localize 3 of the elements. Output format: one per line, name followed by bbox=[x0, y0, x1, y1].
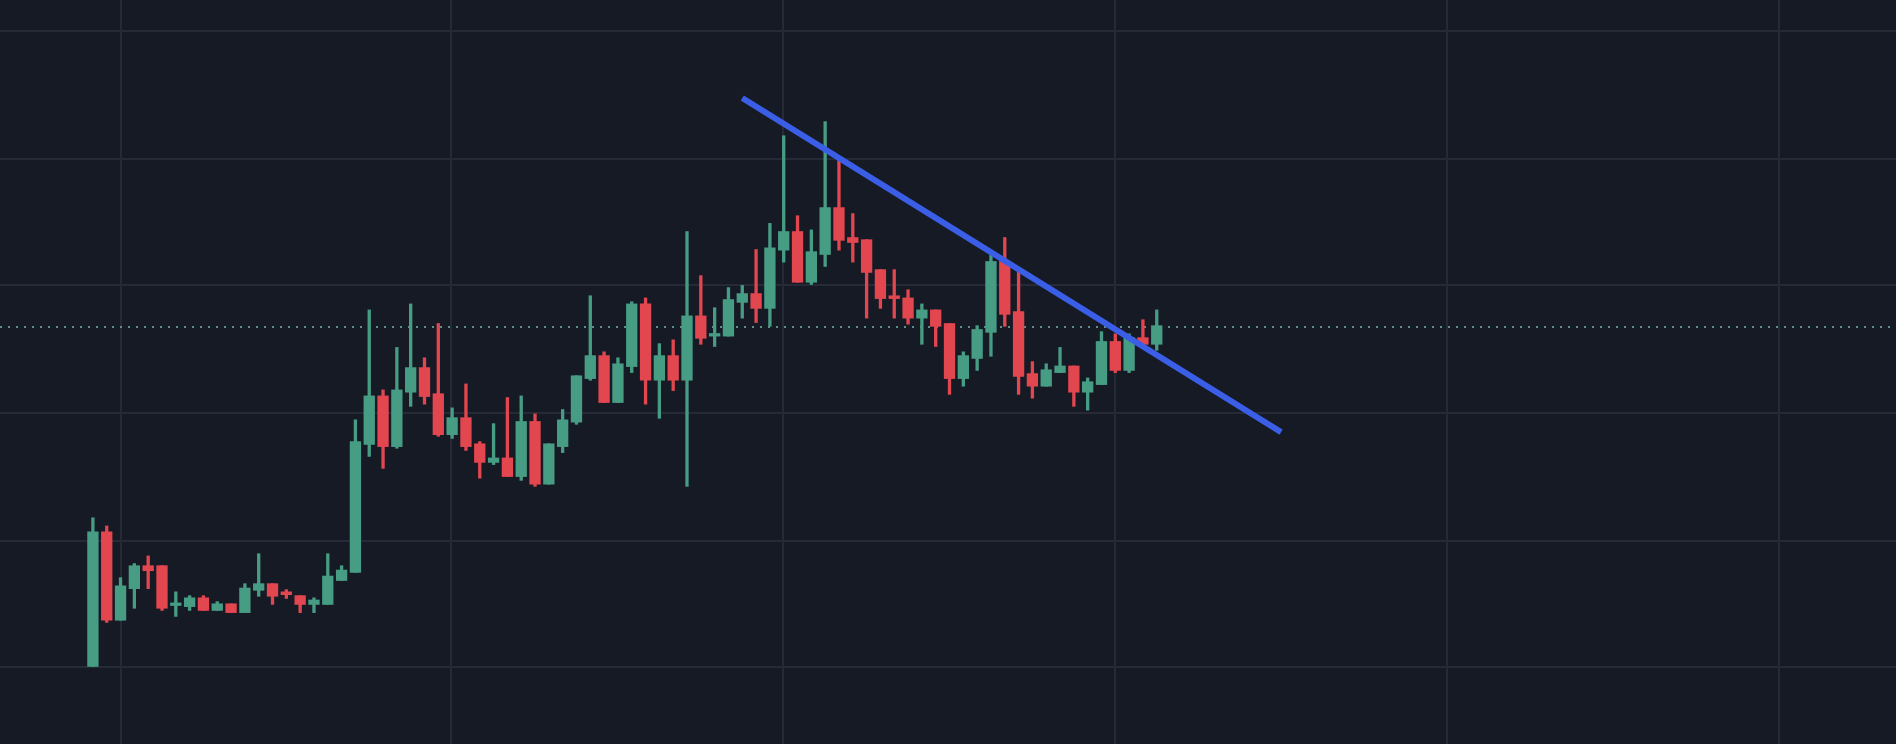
candlestick bbox=[681, 231, 693, 487]
candlestick bbox=[750, 249, 762, 323]
candlestick bbox=[916, 303, 928, 345]
